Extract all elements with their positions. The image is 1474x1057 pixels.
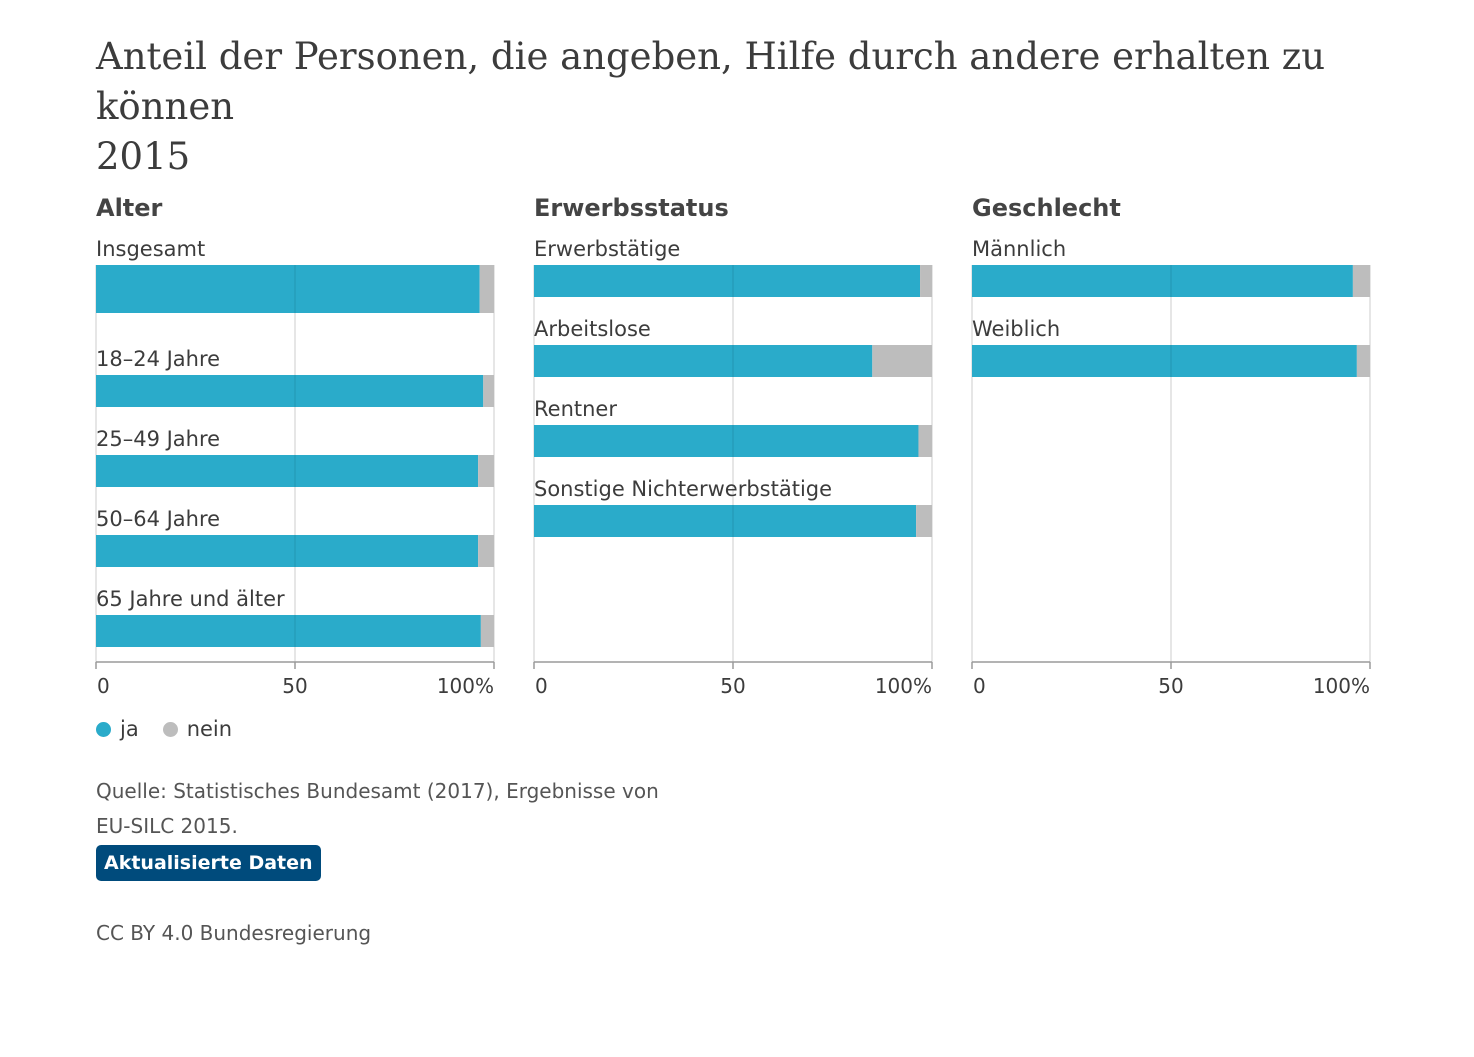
source-note: Quelle: Statistisches Bundesamt (2017), … (96, 779, 659, 838)
legend-swatch-nein (162, 721, 178, 737)
updated-data-button[interactable]: Aktualisierte Daten (96, 845, 321, 881)
legend-swatch-ja (96, 721, 111, 737)
legend-item-nein: nein (162, 717, 233, 741)
bar-alter-1-nein (483, 375, 494, 407)
panel-title-geschlecht: Geschlecht (972, 194, 1121, 222)
bar-erwerbsstatus-2-nein (918, 425, 932, 457)
bar-erwerbsstatus-1-nein (872, 345, 932, 377)
bar-alter-4-nein (480, 615, 494, 647)
bar-geschlecht-0-ja (972, 265, 1353, 297)
category-label-alter-1: 18–24 Jahre (96, 347, 220, 371)
bar-geschlecht-1-nein (1356, 345, 1370, 377)
x-tick-label-alter-50: 50 (282, 674, 307, 698)
category-label-alter-0: Insgesamt (96, 237, 205, 261)
x-tick-label-erwerbsstatus-0: 0 (535, 674, 548, 698)
legend-label-ja: ja (120, 717, 139, 741)
x-tick-label-erwerbsstatus-50: 50 (720, 674, 745, 698)
chart-title: Anteil der Personen, die angeben, Hilfe … (96, 32, 1396, 182)
bar-erwerbsstatus-3-nein (916, 505, 932, 537)
bar-alter-1-ja (96, 375, 484, 407)
panel-title-alter: Alter (96, 194, 163, 222)
bar-alter-2-ja (96, 455, 479, 487)
bar-alter-2-nein (478, 455, 494, 487)
chart-title-line-2: 2015 (96, 135, 191, 178)
category-label-erwerbsstatus-2: Rentner (534, 397, 617, 421)
bar-erwerbsstatus-3-ja (534, 505, 917, 537)
x-tick-label-geschlecht-100: 100% (1313, 674, 1370, 698)
x-tick-label-geschlecht-0: 0 (973, 674, 986, 698)
license-credit: CC BY 4.0 Bundesregierung (96, 921, 372, 945)
small-multiples-chart: Alter Insgesamt 18–24 Jahre 25–49 Jahre 50–6… (95, 194, 1371, 698)
bar-erwerbsstatus-2-ja (534, 425, 919, 457)
x-tick-label-erwerbsstatus-100: 100% (875, 674, 932, 698)
legend-label-nein: nein (186, 717, 233, 741)
bar-erwerbsstatus-0-ja (534, 265, 921, 297)
bar-geschlecht-0-nein (1352, 265, 1370, 297)
legend-item-ja: ja (96, 717, 139, 741)
x-tick-label-alter-100: 100% (437, 674, 494, 698)
category-label-alter-4: 65 Jahre und älter (96, 587, 285, 611)
legend: ja nein (96, 717, 256, 741)
bar-alter-4-ja (96, 615, 481, 647)
bar-alter-3-nein (478, 535, 494, 567)
category-label-erwerbsstatus-0: Erwerbstätige (534, 237, 680, 261)
category-label-erwerbsstatus-3: Sonstige Nichterwerbstätige (534, 477, 832, 501)
bar-erwerbsstatus-1-ja (534, 345, 873, 377)
category-label-alter-2: 25–49 Jahre (96, 427, 220, 451)
bar-erwerbsstatus-0-nein (920, 265, 932, 297)
bar-alter-0-nein (479, 265, 494, 313)
category-label-erwerbsstatus-1: Arbeitslose (534, 317, 651, 341)
x-tick-label-geschlecht-50: 50 (1158, 674, 1183, 698)
bar-geschlecht-1-ja (972, 345, 1357, 377)
panel-title-erwerbsstatus: Erwerbsstatus (534, 194, 729, 222)
bar-alter-0-ja (96, 265, 480, 313)
x-tick-label-alter-0: 0 (97, 674, 110, 698)
chart-title-line-1: Anteil der Personen, die angeben, Hilfe … (96, 35, 1326, 128)
category-label-alter-3: 50–64 Jahre (96, 507, 220, 531)
category-label-geschlecht-0: Männlich (972, 237, 1066, 261)
bar-alter-3-ja (96, 535, 479, 567)
category-label-geschlecht-1: Weiblich (972, 317, 1060, 341)
